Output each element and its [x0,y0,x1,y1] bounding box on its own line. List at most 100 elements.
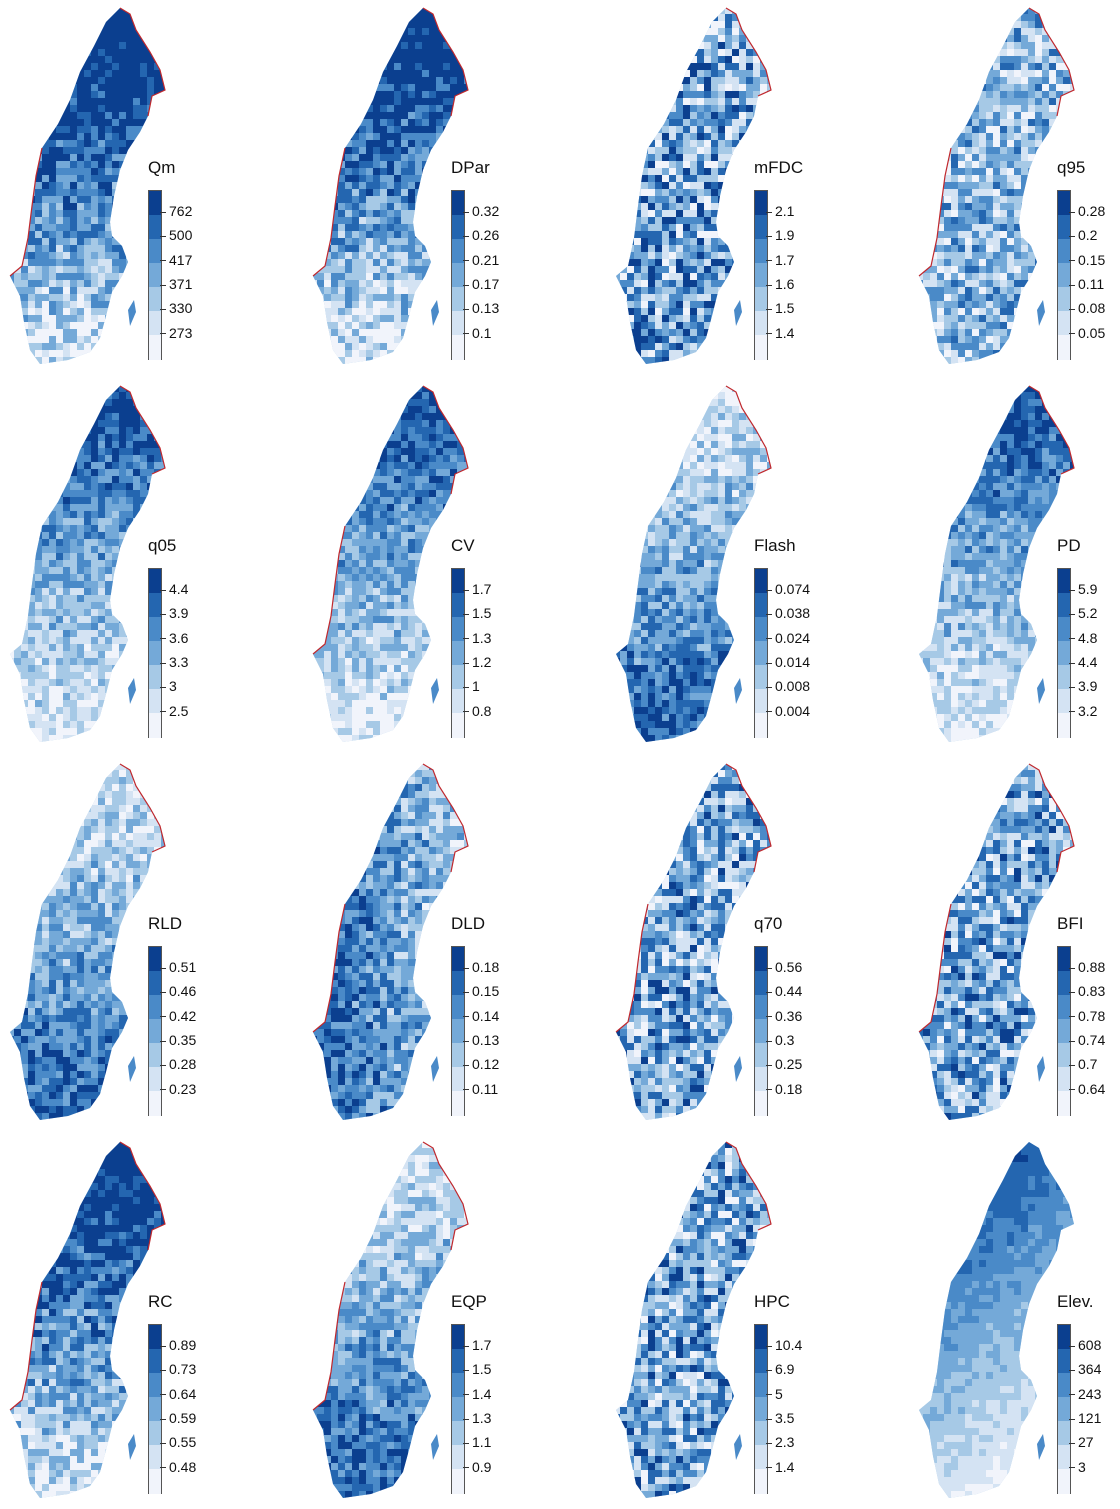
map-cell [781,133,786,140]
map-cell [606,350,613,357]
map-cell [711,63,718,70]
legend-band [452,191,464,216]
map-cell [28,238,35,245]
map-cell [1007,161,1014,168]
map-cell [84,217,91,224]
map-cell [338,189,345,196]
map-cell [972,49,979,56]
map-cell [70,266,77,273]
map-cell [767,21,771,28]
map-cell [147,182,154,189]
map-panel: Qm 762 500 417 371 330 273 [0,0,280,375]
map-cell [464,217,468,224]
map-cell [683,364,690,371]
map-cell [408,42,415,49]
map-cell [634,0,641,7]
map-cell [1084,112,1089,119]
map-cell [387,294,394,301]
map-cell [168,7,175,14]
map-cell [401,105,408,112]
map-cell [345,350,352,357]
map-cell [373,182,380,189]
map-cell [373,280,380,287]
map-cell [14,238,21,245]
map-cell [606,119,613,126]
map-cell [648,98,655,105]
map-cell [746,238,753,245]
map-cell [359,238,366,245]
map-cell [345,224,352,231]
map-cell [105,8,112,14]
map-cell [133,238,140,245]
map-cell [1084,77,1089,84]
map-cell [352,357,359,364]
map-cell [154,21,161,28]
map-cell [366,364,373,371]
map-cell [56,14,63,21]
map-cell [965,49,972,56]
map-cell [35,280,42,287]
map-cell [28,168,35,175]
map-cell [767,189,771,196]
map-cell [105,266,112,273]
map-cell [781,91,786,98]
map-cell [408,238,415,245]
map-cell [732,154,739,161]
map-cell [359,168,366,175]
map-cell [10,224,14,231]
map-cell [352,42,359,49]
map-cell [1077,140,1084,147]
map-cell [669,315,676,322]
map-cell [690,49,697,56]
map-cell [91,322,98,329]
map-cell [415,329,422,336]
map-cell [161,182,165,189]
map-cell [690,112,697,119]
map-cell [909,28,916,35]
map-cell [154,70,161,77]
map-cell [387,196,394,203]
map-cell [133,231,140,238]
map-cell [683,91,690,98]
map-cell [112,203,119,210]
map-cell [697,49,704,56]
map-cell [993,49,1000,56]
map-cell [119,21,126,28]
map-cell [394,308,401,315]
map-cell [1042,105,1049,112]
map-cell [42,315,49,322]
map-cell [63,84,70,91]
map-cell [359,182,366,189]
map-cell [1056,70,1063,77]
map-cell [676,308,683,315]
map-cell [408,98,415,105]
map-cell [359,315,366,322]
map-cell [105,84,112,91]
map-cell [366,21,373,28]
map-cell [774,84,781,91]
map-cell [774,182,781,189]
map-cell [49,42,56,49]
map-cell [28,119,35,126]
map-cell [63,154,70,161]
map-cell [634,217,641,224]
map-cell [373,231,380,238]
map-cell [1077,84,1084,91]
map-cell [105,189,112,196]
map-cell [373,266,380,273]
map-cell [63,252,70,259]
map-cell [126,287,133,294]
map-cell [380,8,387,14]
map-cell [373,217,380,224]
map-cell [394,203,401,210]
map-cell [317,112,324,119]
map-cell [415,91,422,98]
map-cell [923,84,930,91]
map-cell [1021,70,1028,77]
map-cell [1014,77,1021,84]
map-cell [436,70,443,77]
map-cell [965,175,972,182]
map-cell [676,119,683,126]
map-cell [119,280,126,287]
map-cell [443,280,450,287]
